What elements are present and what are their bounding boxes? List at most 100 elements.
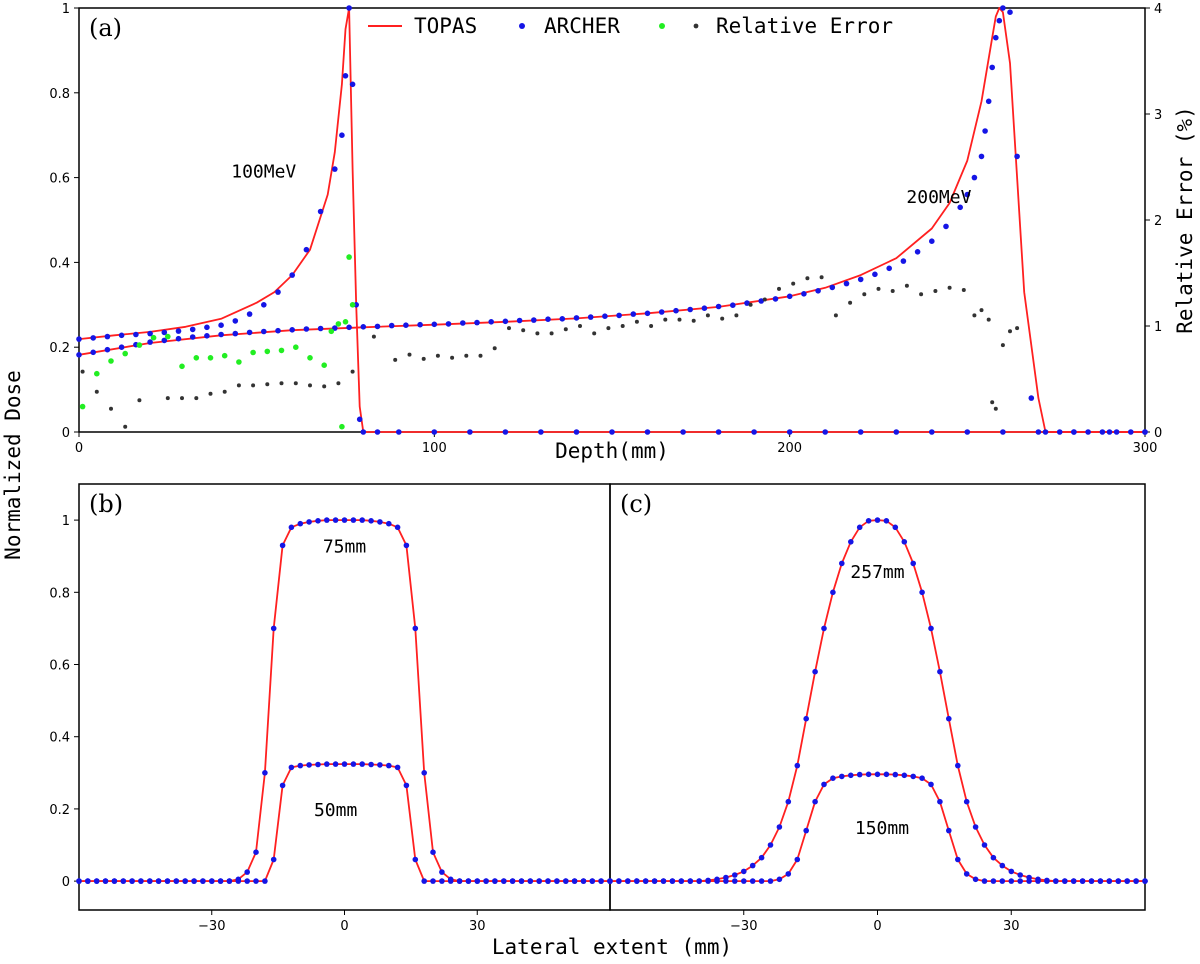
data-point: [253, 878, 259, 884]
y-tick-label: 0.2: [49, 341, 70, 356]
data-point: [929, 238, 935, 244]
data-point: [758, 298, 764, 304]
data-point: [394, 764, 401, 771]
data-point: [349, 302, 356, 308]
data-point: [341, 761, 348, 767]
data-point: [892, 524, 899, 531]
data-point: [324, 517, 330, 523]
data-point: [972, 313, 977, 318]
data-point: [516, 317, 523, 324]
data-point: [772, 296, 779, 302]
data-point: [246, 329, 253, 336]
data-point: [625, 878, 631, 884]
data-point: [857, 429, 864, 435]
data-point: [488, 319, 495, 325]
data-point: [447, 878, 454, 884]
data-point: [218, 322, 224, 329]
data-point: [833, 313, 838, 318]
data-point: [786, 429, 793, 435]
data-point: [221, 352, 228, 359]
curve-annotation: 50mm: [314, 800, 357, 821]
data-point: [1088, 878, 1095, 884]
data-point: [687, 306, 693, 313]
data-point: [928, 625, 934, 632]
data-point: [507, 326, 511, 331]
data-point: [979, 308, 984, 313]
data-point: [200, 878, 206, 884]
data-point: [964, 191, 971, 198]
panel-label: (a): [89, 14, 122, 42]
data-point: [262, 770, 268, 776]
data-point: [1017, 872, 1023, 878]
data-point: [467, 429, 473, 435]
data-point: [431, 429, 438, 435]
data-point: [592, 331, 597, 336]
data-point: [123, 424, 128, 429]
data-point: [715, 303, 722, 310]
y2-axis-title: Relative Error (%): [1173, 106, 1197, 334]
data-point: [857, 276, 864, 283]
data-point: [1000, 343, 1005, 348]
data-point: [642, 878, 649, 884]
data-point: [303, 326, 310, 332]
data-point: [207, 355, 214, 361]
data-point: [315, 518, 321, 524]
data-point: [720, 316, 725, 321]
data-point: [204, 333, 210, 339]
data-point: [972, 824, 979, 830]
data-point: [829, 284, 836, 291]
data-point: [289, 327, 296, 333]
data-point: [819, 275, 824, 280]
data-point: [388, 322, 395, 329]
data-point: [990, 400, 995, 405]
data-point: [705, 878, 711, 884]
data-point: [598, 878, 604, 884]
data-point: [85, 878, 91, 884]
data-point: [492, 346, 497, 351]
y-tick-label: 0.6: [49, 172, 70, 187]
data-point: [928, 781, 934, 788]
data-point: [714, 878, 720, 884]
data-point: [785, 798, 792, 805]
data-point: [336, 381, 341, 386]
x-tick-label: 0: [75, 441, 83, 456]
data-point: [705, 313, 710, 318]
data-point: [104, 346, 111, 353]
data-point: [649, 324, 654, 328]
data-point: [439, 878, 445, 884]
data-point: [815, 288, 821, 294]
data-point: [204, 324, 210, 331]
data-point: [279, 381, 284, 386]
data-point: [209, 878, 215, 884]
data-point: [741, 868, 747, 875]
data-point: [155, 878, 162, 884]
data-point: [368, 518, 374, 524]
data-point: [630, 311, 637, 317]
data-point: [1000, 5, 1006, 11]
data-point: [607, 878, 613, 884]
data-point: [776, 876, 783, 883]
data-point: [573, 315, 580, 321]
data-point: [933, 289, 938, 293]
data-point: [244, 878, 250, 884]
data-point: [946, 715, 952, 722]
data-point: [609, 429, 615, 435]
data-point: [346, 254, 352, 260]
data-point: [874, 517, 881, 523]
data-point: [839, 560, 845, 567]
data-point: [265, 382, 270, 387]
data-point: [350, 517, 357, 523]
series-line: [78, 7, 1145, 433]
data-point: [972, 876, 979, 883]
data-point: [232, 318, 239, 324]
data-point: [150, 334, 157, 341]
x-tick-label: −30: [730, 919, 757, 934]
data-point: [474, 319, 480, 326]
data-point: [876, 286, 881, 291]
data-point: [393, 357, 398, 362]
data-point: [545, 878, 551, 884]
data-point: [587, 314, 594, 320]
data-point: [118, 332, 125, 339]
data-point: [762, 297, 767, 302]
data-point: [332, 166, 338, 172]
